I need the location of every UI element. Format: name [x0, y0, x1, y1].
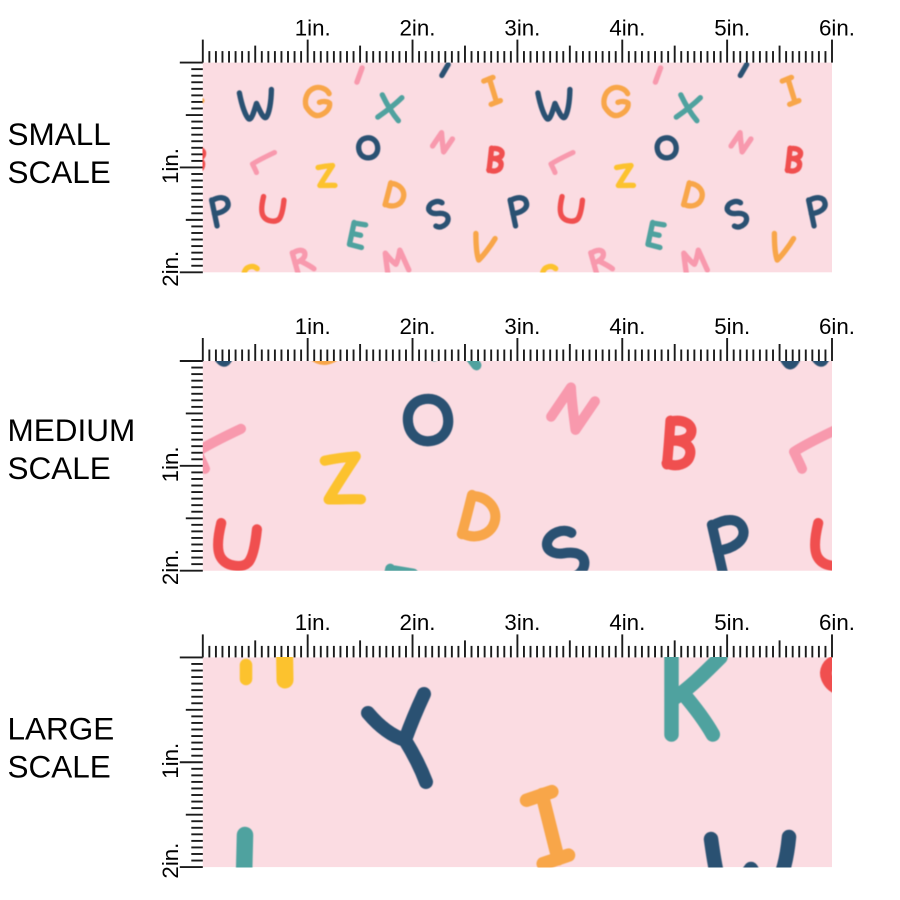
svg-text:3in.: 3in. — [504, 610, 540, 635]
svg-text:1in.: 1in. — [158, 743, 183, 779]
svg-text:1in.: 1in. — [158, 446, 183, 482]
svg-text:1in.: 1in. — [295, 610, 331, 635]
svg-text:2in.: 2in. — [400, 15, 436, 40]
svg-text:SCALE: SCALE — [8, 154, 111, 190]
svg-text:1in.: 1in. — [158, 148, 183, 184]
svg-text:4in.: 4in. — [609, 15, 645, 40]
svg-text:4in.: 4in. — [609, 314, 645, 339]
svg-text:5in.: 5in. — [714, 610, 750, 635]
svg-text:3in.: 3in. — [504, 314, 540, 339]
svg-text:1in.: 1in. — [295, 314, 331, 339]
svg-text:SCALE: SCALE — [8, 450, 111, 486]
svg-text:2in.: 2in. — [158, 843, 183, 879]
svg-text:1in.: 1in. — [295, 15, 331, 40]
svg-text:MEDIUM: MEDIUM — [8, 412, 136, 448]
svg-text:2in.: 2in. — [400, 314, 436, 339]
svg-text:6in.: 6in. — [819, 15, 855, 40]
svg-text:4in.: 4in. — [609, 610, 645, 635]
svg-text:2in.: 2in. — [400, 610, 436, 635]
svg-text:5in.: 5in. — [714, 314, 750, 339]
svg-text:LARGE: LARGE — [8, 710, 115, 746]
svg-text:2in.: 2in. — [158, 549, 183, 585]
svg-text:SMALL: SMALL — [8, 116, 111, 152]
svg-text:5in.: 5in. — [714, 15, 750, 40]
svg-text:3in.: 3in. — [504, 15, 540, 40]
svg-text:6in.: 6in. — [819, 610, 855, 635]
svg-text:6in.: 6in. — [819, 314, 855, 339]
svg-text:2in.: 2in. — [158, 251, 183, 287]
svg-text:SCALE: SCALE — [8, 749, 111, 785]
